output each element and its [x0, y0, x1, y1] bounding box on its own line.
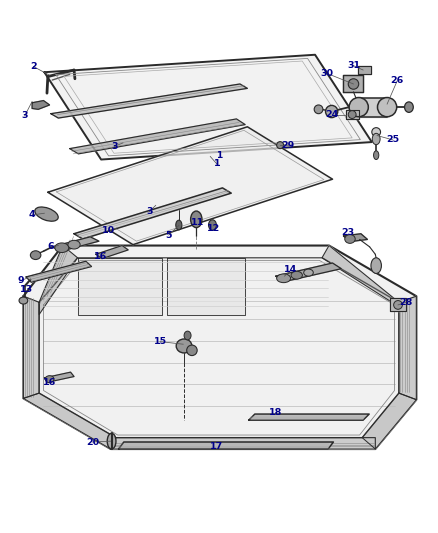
Ellipse shape — [325, 106, 338, 118]
Ellipse shape — [176, 220, 182, 230]
Text: 31: 31 — [347, 61, 360, 70]
Polygon shape — [23, 246, 417, 449]
Ellipse shape — [191, 211, 202, 228]
Polygon shape — [96, 246, 128, 259]
Text: 16: 16 — [94, 253, 107, 261]
Ellipse shape — [304, 269, 313, 276]
Ellipse shape — [345, 235, 355, 244]
Text: 28: 28 — [399, 298, 413, 307]
Polygon shape — [119, 442, 333, 449]
Ellipse shape — [314, 105, 323, 114]
Ellipse shape — [208, 220, 216, 230]
Text: 12: 12 — [207, 224, 220, 233]
Polygon shape — [44, 55, 372, 159]
Text: 1: 1 — [213, 159, 220, 168]
Polygon shape — [26, 261, 92, 282]
Text: 16: 16 — [43, 378, 56, 387]
Text: 3: 3 — [146, 207, 152, 216]
Text: 11: 11 — [191, 219, 204, 228]
Polygon shape — [399, 296, 417, 400]
Text: 29: 29 — [281, 141, 295, 150]
Text: 25: 25 — [386, 135, 399, 144]
Polygon shape — [23, 296, 39, 398]
Ellipse shape — [372, 133, 380, 144]
Polygon shape — [358, 66, 371, 75]
Text: 15: 15 — [153, 337, 166, 346]
Text: 13: 13 — [19, 285, 32, 294]
Ellipse shape — [372, 128, 381, 136]
Polygon shape — [23, 393, 116, 449]
Ellipse shape — [348, 79, 359, 89]
Text: 6: 6 — [48, 243, 54, 252]
Polygon shape — [48, 127, 332, 245]
Ellipse shape — [35, 207, 58, 221]
Text: 9: 9 — [18, 276, 25, 285]
Polygon shape — [359, 98, 387, 117]
Polygon shape — [32, 101, 49, 109]
Text: 10: 10 — [102, 226, 116, 235]
Ellipse shape — [45, 376, 54, 383]
Ellipse shape — [30, 251, 41, 260]
Ellipse shape — [19, 297, 28, 304]
Text: 5: 5 — [166, 231, 172, 239]
Ellipse shape — [68, 240, 80, 249]
Polygon shape — [362, 393, 417, 449]
Ellipse shape — [176, 339, 192, 353]
Ellipse shape — [349, 98, 368, 117]
Text: 20: 20 — [86, 438, 99, 447]
Ellipse shape — [107, 433, 116, 449]
Ellipse shape — [291, 271, 302, 279]
Text: 3: 3 — [111, 142, 117, 151]
Text: 1: 1 — [216, 151, 222, 160]
Text: 17: 17 — [210, 442, 223, 451]
Text: 18: 18 — [269, 408, 283, 417]
Text: 3: 3 — [21, 111, 28, 120]
Polygon shape — [39, 246, 78, 314]
Polygon shape — [51, 84, 247, 118]
Polygon shape — [343, 75, 363, 92]
Ellipse shape — [394, 301, 403, 309]
Polygon shape — [276, 263, 341, 282]
Polygon shape — [78, 258, 162, 314]
Text: 30: 30 — [321, 69, 334, 78]
Polygon shape — [111, 438, 375, 449]
Ellipse shape — [55, 243, 69, 253]
Text: 2: 2 — [30, 62, 37, 71]
Text: 4: 4 — [29, 211, 35, 220]
Ellipse shape — [187, 345, 197, 356]
Polygon shape — [74, 188, 231, 239]
Ellipse shape — [374, 151, 379, 159]
Polygon shape — [52, 237, 99, 251]
Text: 14: 14 — [284, 265, 298, 274]
Ellipse shape — [348, 111, 356, 118]
Polygon shape — [390, 298, 406, 311]
Ellipse shape — [277, 142, 284, 149]
Polygon shape — [249, 414, 369, 420]
Polygon shape — [70, 119, 245, 154]
Polygon shape — [346, 110, 359, 119]
Polygon shape — [166, 258, 245, 314]
Ellipse shape — [378, 98, 397, 117]
Polygon shape — [44, 372, 74, 382]
Polygon shape — [343, 234, 367, 241]
Ellipse shape — [277, 274, 290, 282]
Polygon shape — [322, 246, 399, 306]
Ellipse shape — [371, 258, 381, 273]
Text: 26: 26 — [391, 76, 404, 85]
Ellipse shape — [184, 331, 191, 340]
Text: 24: 24 — [325, 110, 338, 119]
Text: 23: 23 — [341, 228, 354, 237]
Ellipse shape — [405, 102, 413, 112]
